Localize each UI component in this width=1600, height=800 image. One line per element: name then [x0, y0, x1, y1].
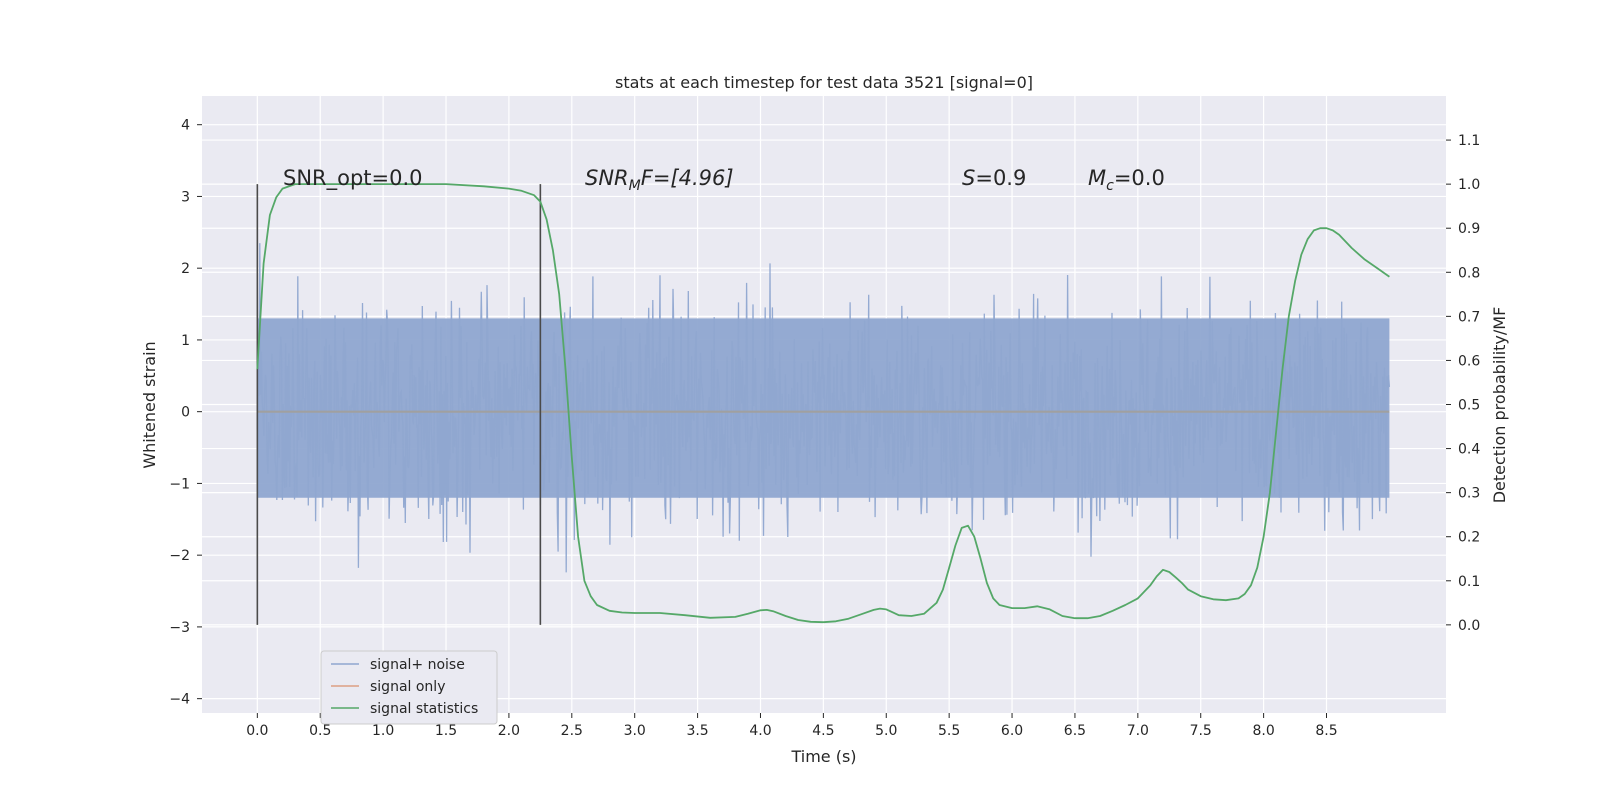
y-tick-label-left: −3 [169, 620, 190, 636]
vertical-markers [256, 184, 542, 625]
x-tick-label: 4.5 [812, 723, 834, 739]
snr-mf-rest: F=[4.96] [641, 166, 734, 190]
x-tick-label: 6.5 [1064, 723, 1086, 739]
s-value: =0.9 [975, 166, 1026, 190]
y-tick-label-left: 2 [181, 261, 190, 277]
y-tick-label-left: −1 [169, 476, 190, 492]
x-axis-ticks: 0.0 0.5 1.0 1.5 2.0 2.5 3.0 3.5 4.0 4.5 5.0 5.5 6.0 6… [246, 713, 1338, 739]
y-tick-label-left: 0 [181, 405, 190, 421]
s-symbol: S [962, 166, 975, 190]
snr-mf-sub: M [629, 178, 641, 194]
x-tick-label: 1.5 [435, 723, 457, 739]
y-tick-label-left: 3 [181, 189, 190, 205]
y-tick-label-right: 0.9 [1458, 221, 1480, 237]
noise-trace [256, 243, 1391, 573]
mc-value: =0.0 [1114, 166, 1165, 190]
y-tick-label-left: 1 [181, 333, 190, 349]
x-tick-label: 7.0 [1127, 723, 1149, 739]
y-tick-label-left: 4 [181, 118, 190, 134]
x-tick-label: 3.5 [686, 723, 708, 739]
mc-symbol: M [1088, 166, 1106, 190]
legend-label-signal-statistics: signal statistics [370, 701, 478, 717]
chart-title: stats at each timestep for test data 352… [615, 73, 1033, 92]
y-tick-label-right: 1.0 [1458, 177, 1480, 193]
annotation-snr-opt: SNR_opt=0.0 [283, 166, 423, 191]
annotation-mc: Mc=0.0 [1088, 166, 1165, 194]
legend-label-signal-only: signal only [370, 679, 445, 695]
annotation-snr-mf: SNRMF=[4.96] [585, 166, 734, 194]
x-tick-label: 1.0 [372, 723, 394, 739]
legend-box [320, 650, 498, 725]
y-tick-label-right: 0.3 [1458, 486, 1480, 502]
y-tick-label-right: 0.6 [1458, 353, 1480, 369]
x-tick-label: 4.0 [749, 723, 771, 739]
x-tick-label: 6.0 [1001, 723, 1023, 739]
y-axis-right-label: Detection probability/MF [1490, 307, 1509, 504]
legend-label-signal-noise: signal+ noise [370, 657, 465, 673]
y-tick-label-right: 0.2 [1458, 530, 1480, 546]
x-tick-label: 7.5 [1190, 723, 1212, 739]
signal-statistics-line [256, 183, 1390, 624]
y-axis-right-ticks: 1.1 1.0 0.9 0.8 0.7 0.6 0.5 0.4 0.3 0.2 0.1 0.0 [1446, 133, 1480, 634]
x-tick-label: 2.5 [561, 723, 583, 739]
x-tick-label: 3.0 [624, 723, 646, 739]
y-tick-label-right: 0.1 [1458, 574, 1480, 590]
y-tick-label-right: 0.7 [1458, 309, 1480, 325]
y-tick-label-left: −4 [169, 692, 190, 708]
mc-sub: c [1106, 178, 1114, 194]
x-tick-label: 2.0 [498, 723, 520, 739]
y-tick-label-right: 0.5 [1458, 398, 1480, 414]
y-tick-label-right: 0.8 [1458, 265, 1480, 281]
y-tick-label-right: 1.1 [1458, 133, 1480, 149]
signal-noise-series [256, 243, 1391, 573]
legend: signal+ noise signal only signal statist… [320, 650, 498, 725]
snr-mf-prefix: SNR [585, 166, 629, 190]
signal-statistics-series [256, 183, 1390, 624]
x-tick-label: 8.5 [1315, 723, 1337, 739]
x-tick-label: 5.0 [875, 723, 897, 739]
y-tick-label-right: 0.0 [1458, 618, 1480, 634]
x-tick-label: 5.5 [938, 723, 960, 739]
y-axis-left-label: Whitened strain [140, 341, 159, 468]
x-tick-label: 0.0 [246, 723, 268, 739]
y-tick-label-left: −2 [169, 548, 190, 564]
x-tick-label: 8.0 [1252, 723, 1274, 739]
y-tick-label-right: 0.4 [1458, 442, 1480, 458]
x-axis-label: Time (s) [790, 747, 856, 766]
y-axis-left-ticks: 4 3 2 1 0 −1 −2 −3 −4 [169, 118, 202, 708]
x-tick-label: 0.5 [309, 723, 331, 739]
annotation-s: S=0.9 [962, 166, 1026, 190]
